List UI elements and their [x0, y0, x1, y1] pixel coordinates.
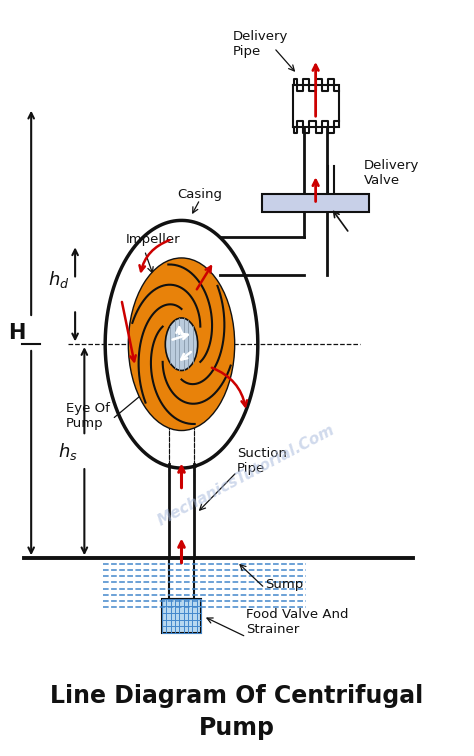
Bar	[169, 558, 194, 600]
Text: $h_d$: $h_d$	[48, 269, 70, 290]
Text: Impeller: Impeller	[126, 233, 181, 246]
Text: Suction
Pipe: Suction Pipe	[237, 447, 287, 475]
Text: Delivery
Pipe: Delivery Pipe	[232, 30, 288, 58]
Text: MechanicsTutorial.Com: MechanicsTutorial.Com	[155, 423, 337, 528]
Text: Casing: Casing	[177, 188, 222, 201]
Text: $h_s$: $h_s$	[58, 441, 78, 462]
Text: Food Valve And
Strainer: Food Valve And Strainer	[246, 608, 349, 636]
Text: Eye Of
Pump: Eye Of Pump	[66, 401, 110, 429]
Text: Line Diagram Of Centrifugal
Pump: Line Diagram Of Centrifugal Pump	[50, 684, 424, 740]
Text: Delivery
Valve: Delivery Valve	[364, 160, 419, 187]
Circle shape	[128, 258, 235, 430]
Bar	[162, 600, 201, 634]
Bar	[292, 85, 339, 126]
Text: Sump: Sump	[265, 578, 303, 591]
Bar	[263, 194, 369, 212]
Circle shape	[165, 318, 198, 370]
Text: H: H	[9, 323, 26, 343]
